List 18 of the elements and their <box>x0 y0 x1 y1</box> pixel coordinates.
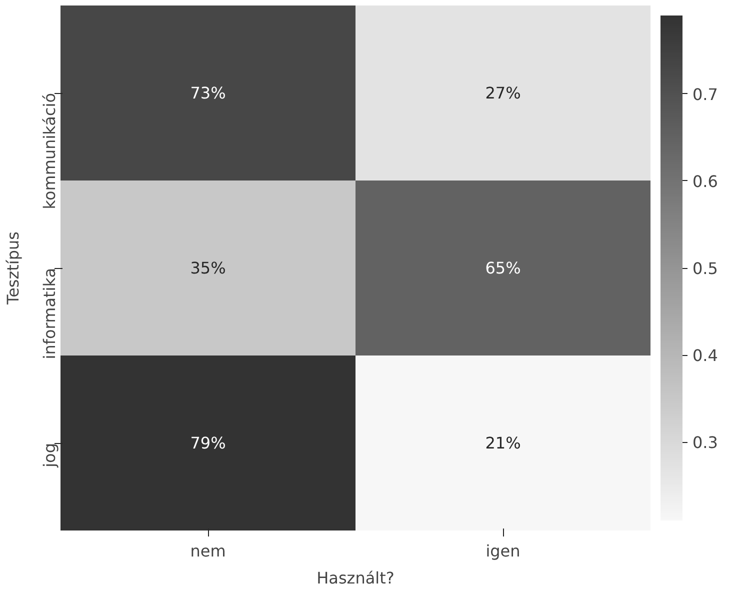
x-tick-label: nem <box>190 542 226 560</box>
color-bar-label: 0.6 <box>692 172 718 191</box>
y-tick-label: jog <box>40 443 59 468</box>
data-label: 27% <box>485 84 521 102</box>
data-label: 21% <box>485 434 521 452</box>
data-label: 65% <box>485 258 521 278</box>
y-tick-label: informatika <box>40 268 59 360</box>
x-axis-title: Használt? <box>316 568 394 588</box>
color-bar-label: 0.3 <box>692 433 718 452</box>
data-label: 35% <box>190 258 226 278</box>
y-axis-title: Tesztípus <box>4 232 22 306</box>
data-label: 79% <box>190 434 226 452</box>
color-bar-label: 0.4 <box>692 346 718 366</box>
color-bar-label: 0.7 <box>692 84 718 104</box>
x-tick-label: igen <box>486 542 520 560</box>
data-label: 73% <box>190 84 226 102</box>
y-tick-label: kommunikáció <box>40 93 59 210</box>
color-bar-label: 0.5 <box>692 259 718 278</box>
